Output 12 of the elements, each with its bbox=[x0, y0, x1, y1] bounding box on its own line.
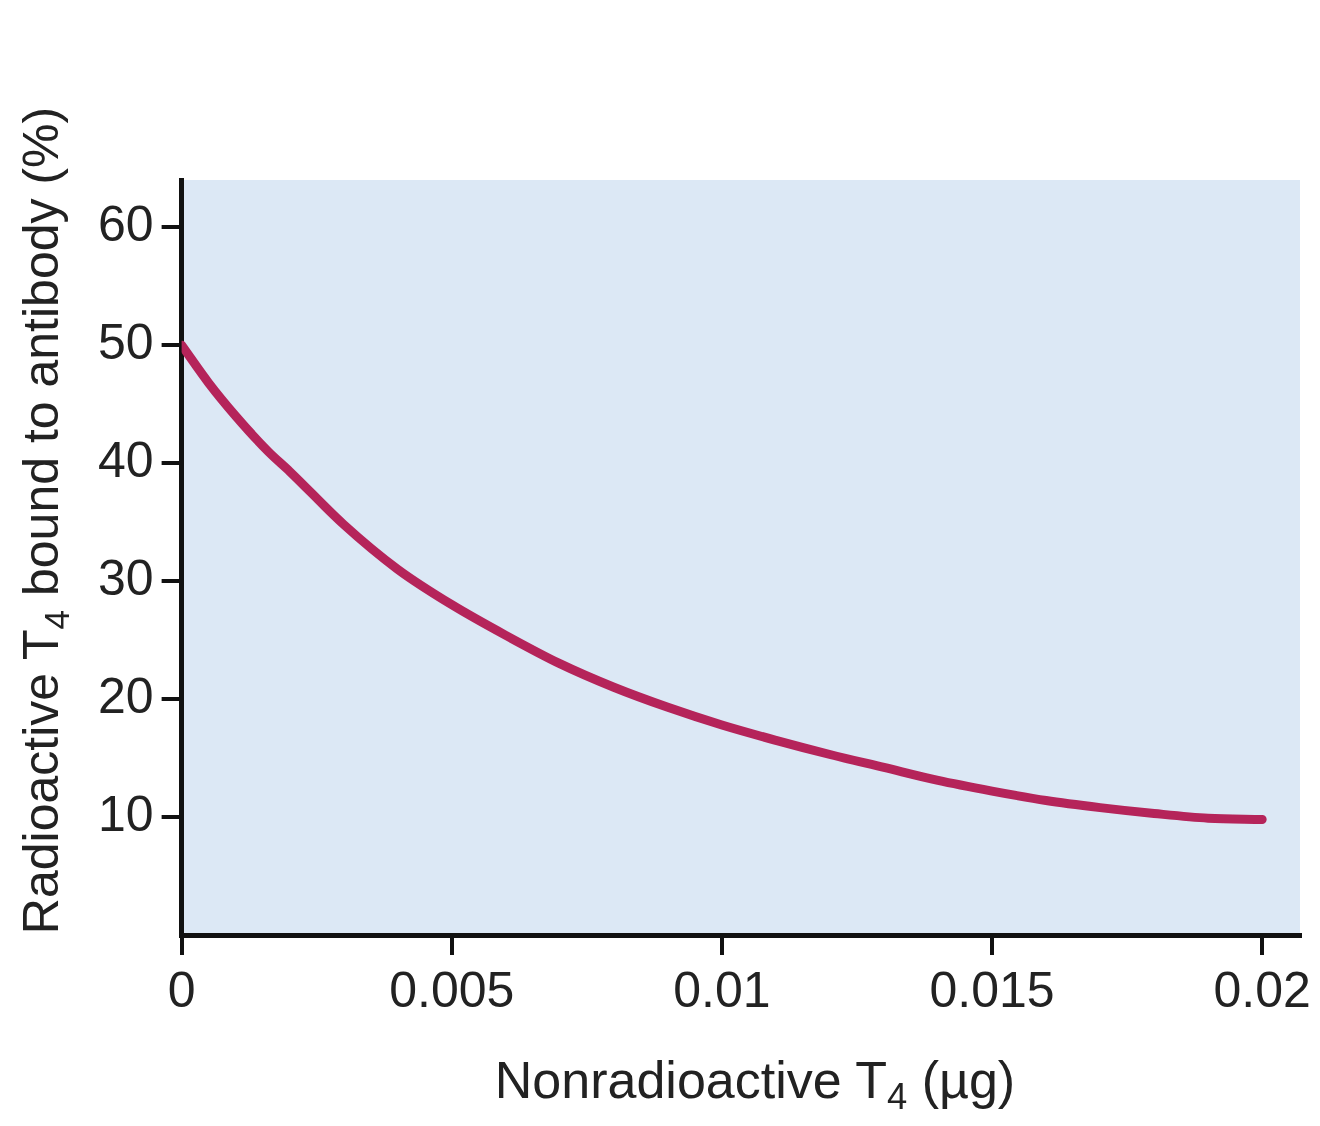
y-tick-label: 10 bbox=[97, 785, 154, 842]
y-tick-label: 50 bbox=[97, 313, 154, 370]
x-tick-label: 0.005 bbox=[389, 961, 515, 1018]
x-tick-label: 0.02 bbox=[1213, 961, 1311, 1018]
y-tick-label: 60 bbox=[97, 195, 154, 252]
x-tick-label: 0.01 bbox=[673, 961, 771, 1018]
x-tick-label: 0 bbox=[167, 961, 196, 1018]
y-tick-label: 20 bbox=[97, 667, 154, 724]
x-tick-label: 0.015 bbox=[929, 961, 1055, 1018]
y-tick-label: 30 bbox=[97, 549, 154, 606]
y-tick-label: 40 bbox=[97, 431, 154, 488]
x-axis-title: Nonradioactive T$_{4}$ (µg) bbox=[493, 1050, 1017, 1119]
